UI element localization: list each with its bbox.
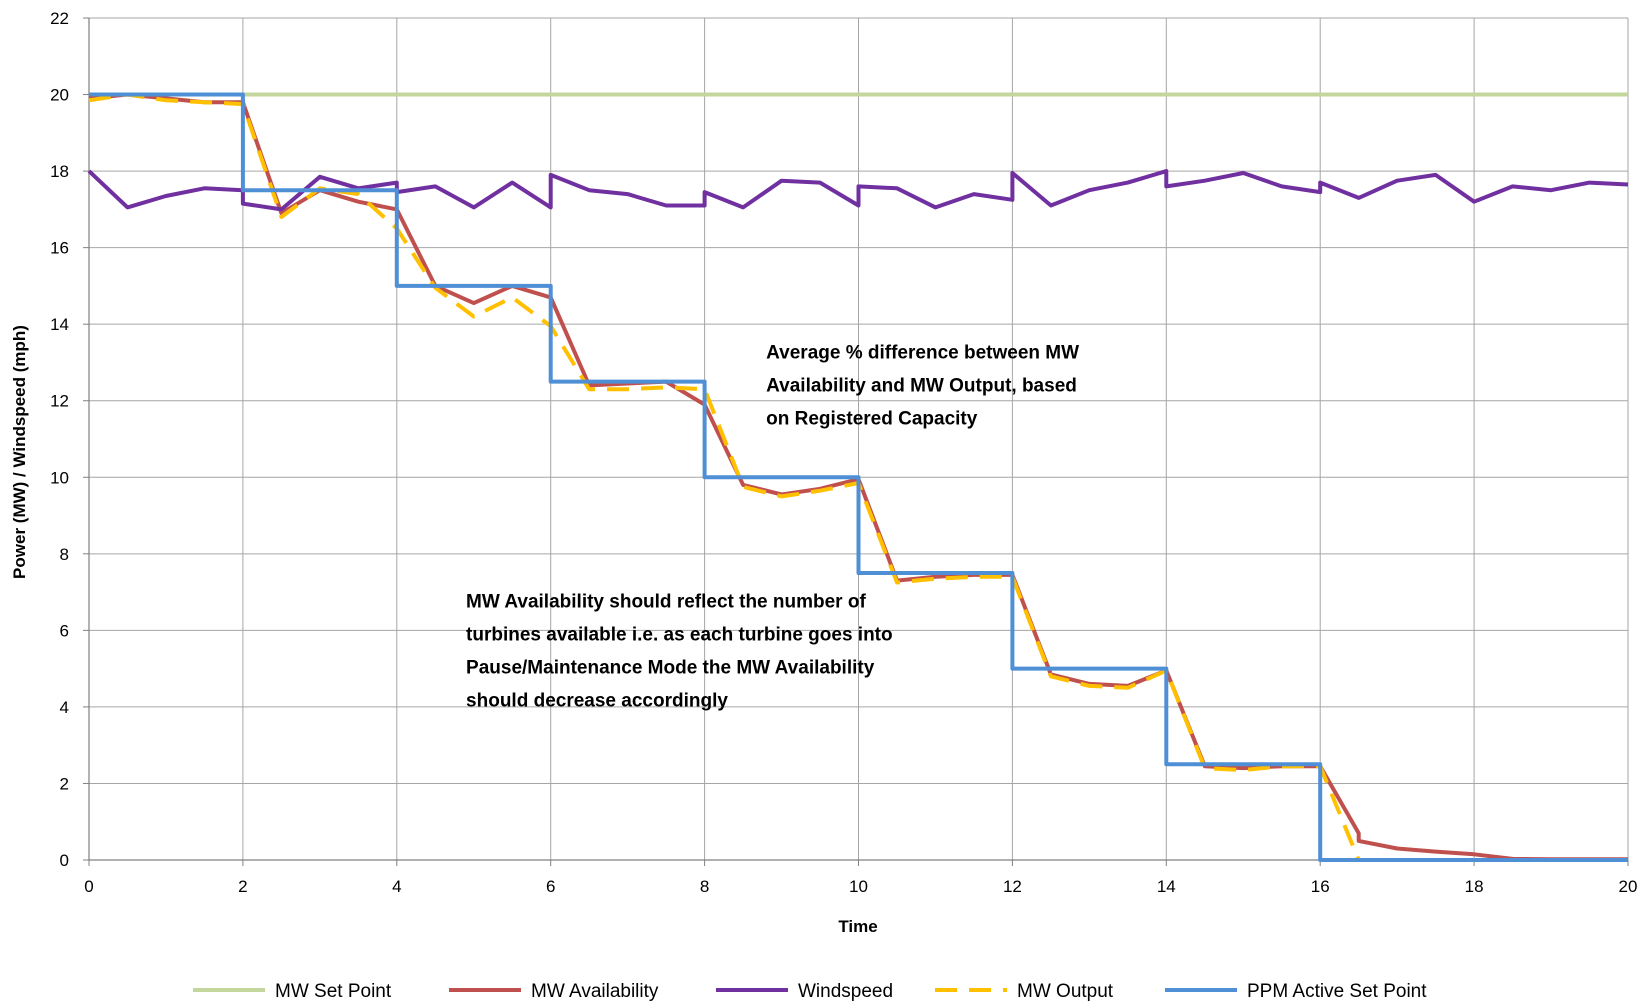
annotation-line: Average % difference between MW [766, 343, 1079, 364]
legend-label: MW Set Point [275, 981, 392, 1002]
y-tick-label: 8 [60, 545, 69, 564]
axes: 0 2 4 6 8 10 12 14 16 18 20 0 2 4 6 8 10 12 14 16 18 20 22 [50, 9, 1637, 896]
x-tick-label: 18 [1465, 877, 1484, 896]
y-tick-label: 14 [50, 315, 69, 334]
annotation-text: Average % difference between MW Availabil… [766, 343, 1079, 430]
y-tick-label: 6 [60, 621, 69, 640]
annotation-line: Pause/Maintenance Mode the MW Availabili… [466, 657, 875, 678]
x-tick-label: 20 [1619, 877, 1638, 896]
y-tick-label: 12 [50, 392, 69, 411]
y-tick-label: 20 [50, 86, 69, 105]
y-tick-label: 10 [50, 468, 69, 487]
annotation-line: Availability and MW Output, based [766, 376, 1077, 397]
legend-label: MW Output [1017, 981, 1114, 1002]
series-lines [87, 92, 1629, 862]
legend-label: PPM Active Set Point [1247, 981, 1427, 1002]
y-tick-label: 4 [60, 698, 69, 717]
annotations: Average % difference between MW Availabil… [466, 343, 1079, 712]
x-tick-label: 6 [546, 877, 555, 896]
annotation-line: turbines available i.e. as each turbine … [466, 624, 893, 645]
x-tick-label: 12 [1003, 877, 1022, 896]
x-tick-label: 8 [700, 877, 709, 896]
y-tick-label: 22 [50, 9, 69, 28]
y-tick-label: 0 [60, 851, 69, 870]
y-axis-title: Power (MW) / Windspeed (mph) [10, 325, 29, 579]
annotation-line: on Registered Capacity [766, 409, 978, 430]
x-tick-label: 14 [1157, 877, 1176, 896]
x-tick-label: 0 [84, 877, 93, 896]
annotation-line: should decrease accordingly [466, 690, 728, 711]
series-mw-availability-line [88, 92, 1628, 862]
x-axis-title: Time [838, 917, 877, 936]
legend-label: Windspeed [798, 981, 893, 1002]
x-tick-label: 4 [392, 877, 401, 896]
y-tick-label: 2 [60, 774, 69, 793]
annotation-line: MW Availability should reflect the numbe… [466, 591, 866, 612]
x-tick-label: 10 [849, 877, 868, 896]
y-tick-label: 16 [50, 239, 69, 258]
x-tick-label: 16 [1311, 877, 1330, 896]
legend-label: MW Availability [531, 981, 659, 1002]
legend: MW Set Point MW Availability Windspeed MW O… [193, 981, 1427, 1002]
series-ppm-active-set-point-line [89, 92, 1628, 862]
gridlines [88, 17, 1629, 861]
y-tick-label: 18 [50, 162, 69, 181]
x-tick-label: 2 [238, 877, 247, 896]
annotation-text: MW Availability should reflect the numbe… [466, 591, 893, 711]
